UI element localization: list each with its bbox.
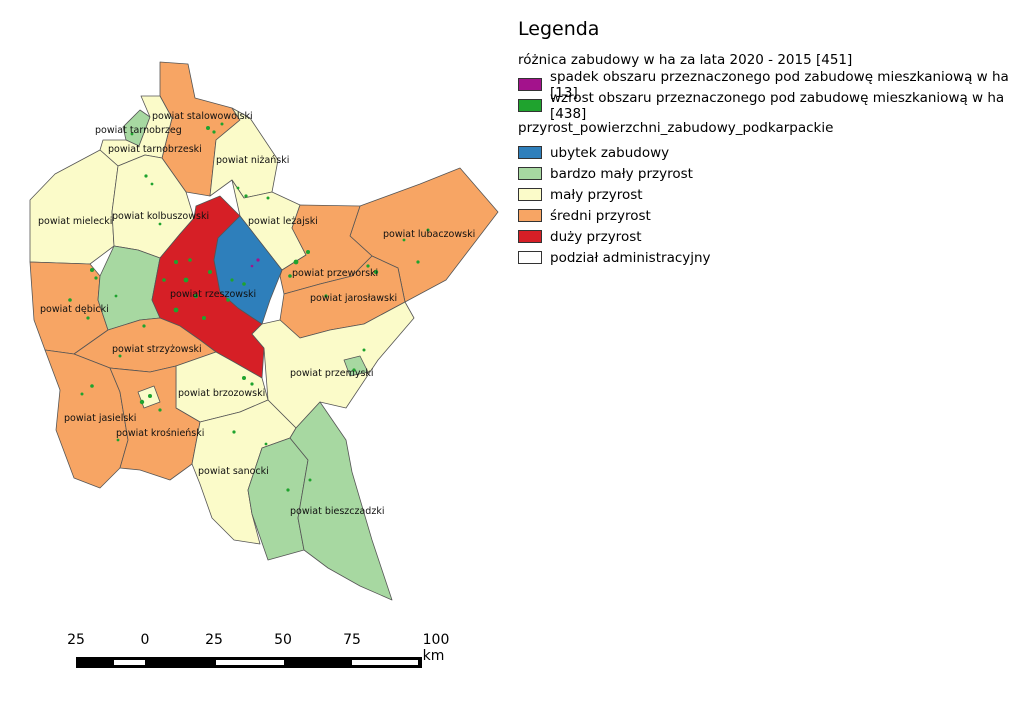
legend-item-podzial: podział administracyjny — [518, 247, 1018, 268]
district-krosnienski-area — [109, 365, 201, 481]
district-label: powiat leżajski — [248, 216, 318, 227]
district-label: powiat jarosławski — [310, 293, 397, 304]
scale-bar: 25 0 25 50 75 100 km — [62, 632, 449, 672]
legend-swatch-increase — [518, 99, 542, 112]
scale-label: 100 km — [422, 632, 450, 664]
legend-item-sredni: średni przyrost — [518, 205, 1018, 226]
scale-track — [76, 657, 422, 668]
legend-item-label: spadek obszaru przeznaczonego pod zabudo… — [550, 68, 1009, 101]
map-legend: Legenda różnica zabudowy w ha za lata 20… — [518, 18, 1018, 268]
district-przemyski-area — [251, 301, 415, 429]
district-label: powiat jasielski — [64, 413, 136, 424]
legend-swatch-maly — [518, 188, 542, 201]
district-ropczycki-area — [97, 245, 161, 331]
district-label: powiat przeworski — [292, 268, 378, 279]
district-label: powiat sanocki — [198, 466, 269, 477]
legend-swatch-decrease — [518, 78, 542, 91]
legend-item-label: średni przyrost — [550, 207, 651, 224]
legend-swatch-bardzo-maly — [518, 167, 542, 180]
map-canvas: powiat stalowowolski powiat tarnobrzeg p… — [29, 61, 499, 601]
legend-item-label: duży przyrost — [550, 228, 642, 245]
district-label: powiat przemyski — [290, 368, 374, 379]
district-label: powiat stalowowolski — [152, 111, 253, 122]
district-przemysl-city-area — [343, 355, 369, 377]
district-label: powiat niżański — [216, 155, 289, 166]
legend-item-label: mały przyrost — [550, 186, 643, 203]
scale-segment — [352, 660, 418, 665]
legend-swatch-sredni — [518, 209, 542, 222]
district-bieszczadzki-area — [289, 401, 393, 601]
scale-label: 50 — [274, 632, 292, 648]
legend-swatch-podzial — [518, 251, 542, 264]
scale-segment — [114, 660, 145, 665]
legend-item-bardzo-maly: bardzo mały przyrost — [518, 163, 1018, 184]
scale-label: 25 — [67, 632, 85, 648]
district-label: powiat bieszczadzki — [290, 506, 384, 517]
scale-label: 25 — [205, 632, 223, 648]
legend-group-growth-title: przyrost_powierzchni_zabudowy_podkarpack… — [518, 120, 834, 136]
district-mielecki-area — [29, 149, 119, 265]
legend-item-label: podział administracyjny — [550, 249, 711, 266]
scale-segment — [216, 660, 284, 665]
scale-label: 75 — [343, 632, 361, 648]
district-label: powiat kolbuszowski — [112, 211, 209, 222]
district-label: powiat lubaczowski — [383, 229, 475, 240]
legend-item-label: wzrost obszaru przeznaczonego pod zabudo… — [550, 89, 1005, 122]
legend-group-change-title: różnica zabudowy w ha za lata 2020 - 201… — [518, 52, 853, 68]
legend-item-decrease: spadek obszaru przeznaczonego pod zabudo… — [518, 69, 1018, 101]
legend-swatch-ubytek — [518, 146, 542, 159]
built-up-change-dots — [68, 122, 430, 492]
district-label: powiat strzyżowski — [112, 344, 202, 355]
legend-title: Legenda — [518, 18, 600, 40]
district-label: powiat rzeszowski — [170, 289, 256, 300]
district-label: powiat tarnobrzeg — [95, 125, 182, 136]
legend-item-increase: wzrost obszaru przeznaczonego pod zabudo… — [518, 90, 1018, 122]
district-label: powiat mielecki — [38, 216, 112, 227]
district-label: powiat tarnobrzeski — [108, 144, 202, 155]
legend-item-label: bardzo mały przyrost — [550, 165, 693, 182]
district-labels: powiat stalowowolski powiat tarnobrzeg p… — [38, 111, 475, 517]
district-label: powiat brzozowski — [178, 388, 265, 399]
legend-item-maly: mały przyrost — [518, 184, 1018, 205]
district-label: powiat krośnieński — [116, 428, 204, 439]
legend-item-label: ubytek zabudowy — [550, 144, 670, 161]
scale-label: 0 — [140, 632, 150, 648]
legend-swatch-duzy — [518, 230, 542, 243]
legend-item-duzy: duży przyrost — [518, 226, 1018, 247]
district-label: powiat dębicki — [40, 304, 109, 315]
legend-item-ubytek: ubytek zabudowy — [518, 142, 1018, 163]
